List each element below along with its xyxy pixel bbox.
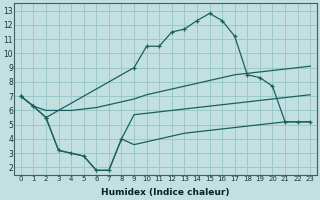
X-axis label: Humidex (Indice chaleur): Humidex (Indice chaleur) bbox=[101, 188, 230, 197]
